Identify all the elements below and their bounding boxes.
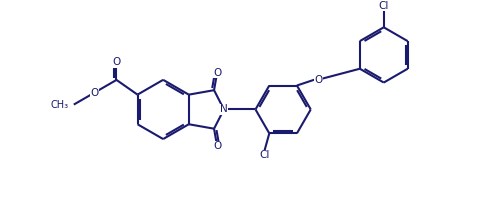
Text: O: O	[113, 57, 121, 67]
Text: Cl: Cl	[259, 150, 269, 160]
Text: N: N	[220, 105, 228, 114]
Text: CH₃: CH₃	[51, 100, 69, 110]
Text: O: O	[314, 75, 323, 85]
Text: O: O	[213, 141, 221, 151]
Text: Cl: Cl	[378, 1, 389, 11]
Text: O: O	[213, 68, 221, 78]
Text: O: O	[90, 88, 98, 98]
